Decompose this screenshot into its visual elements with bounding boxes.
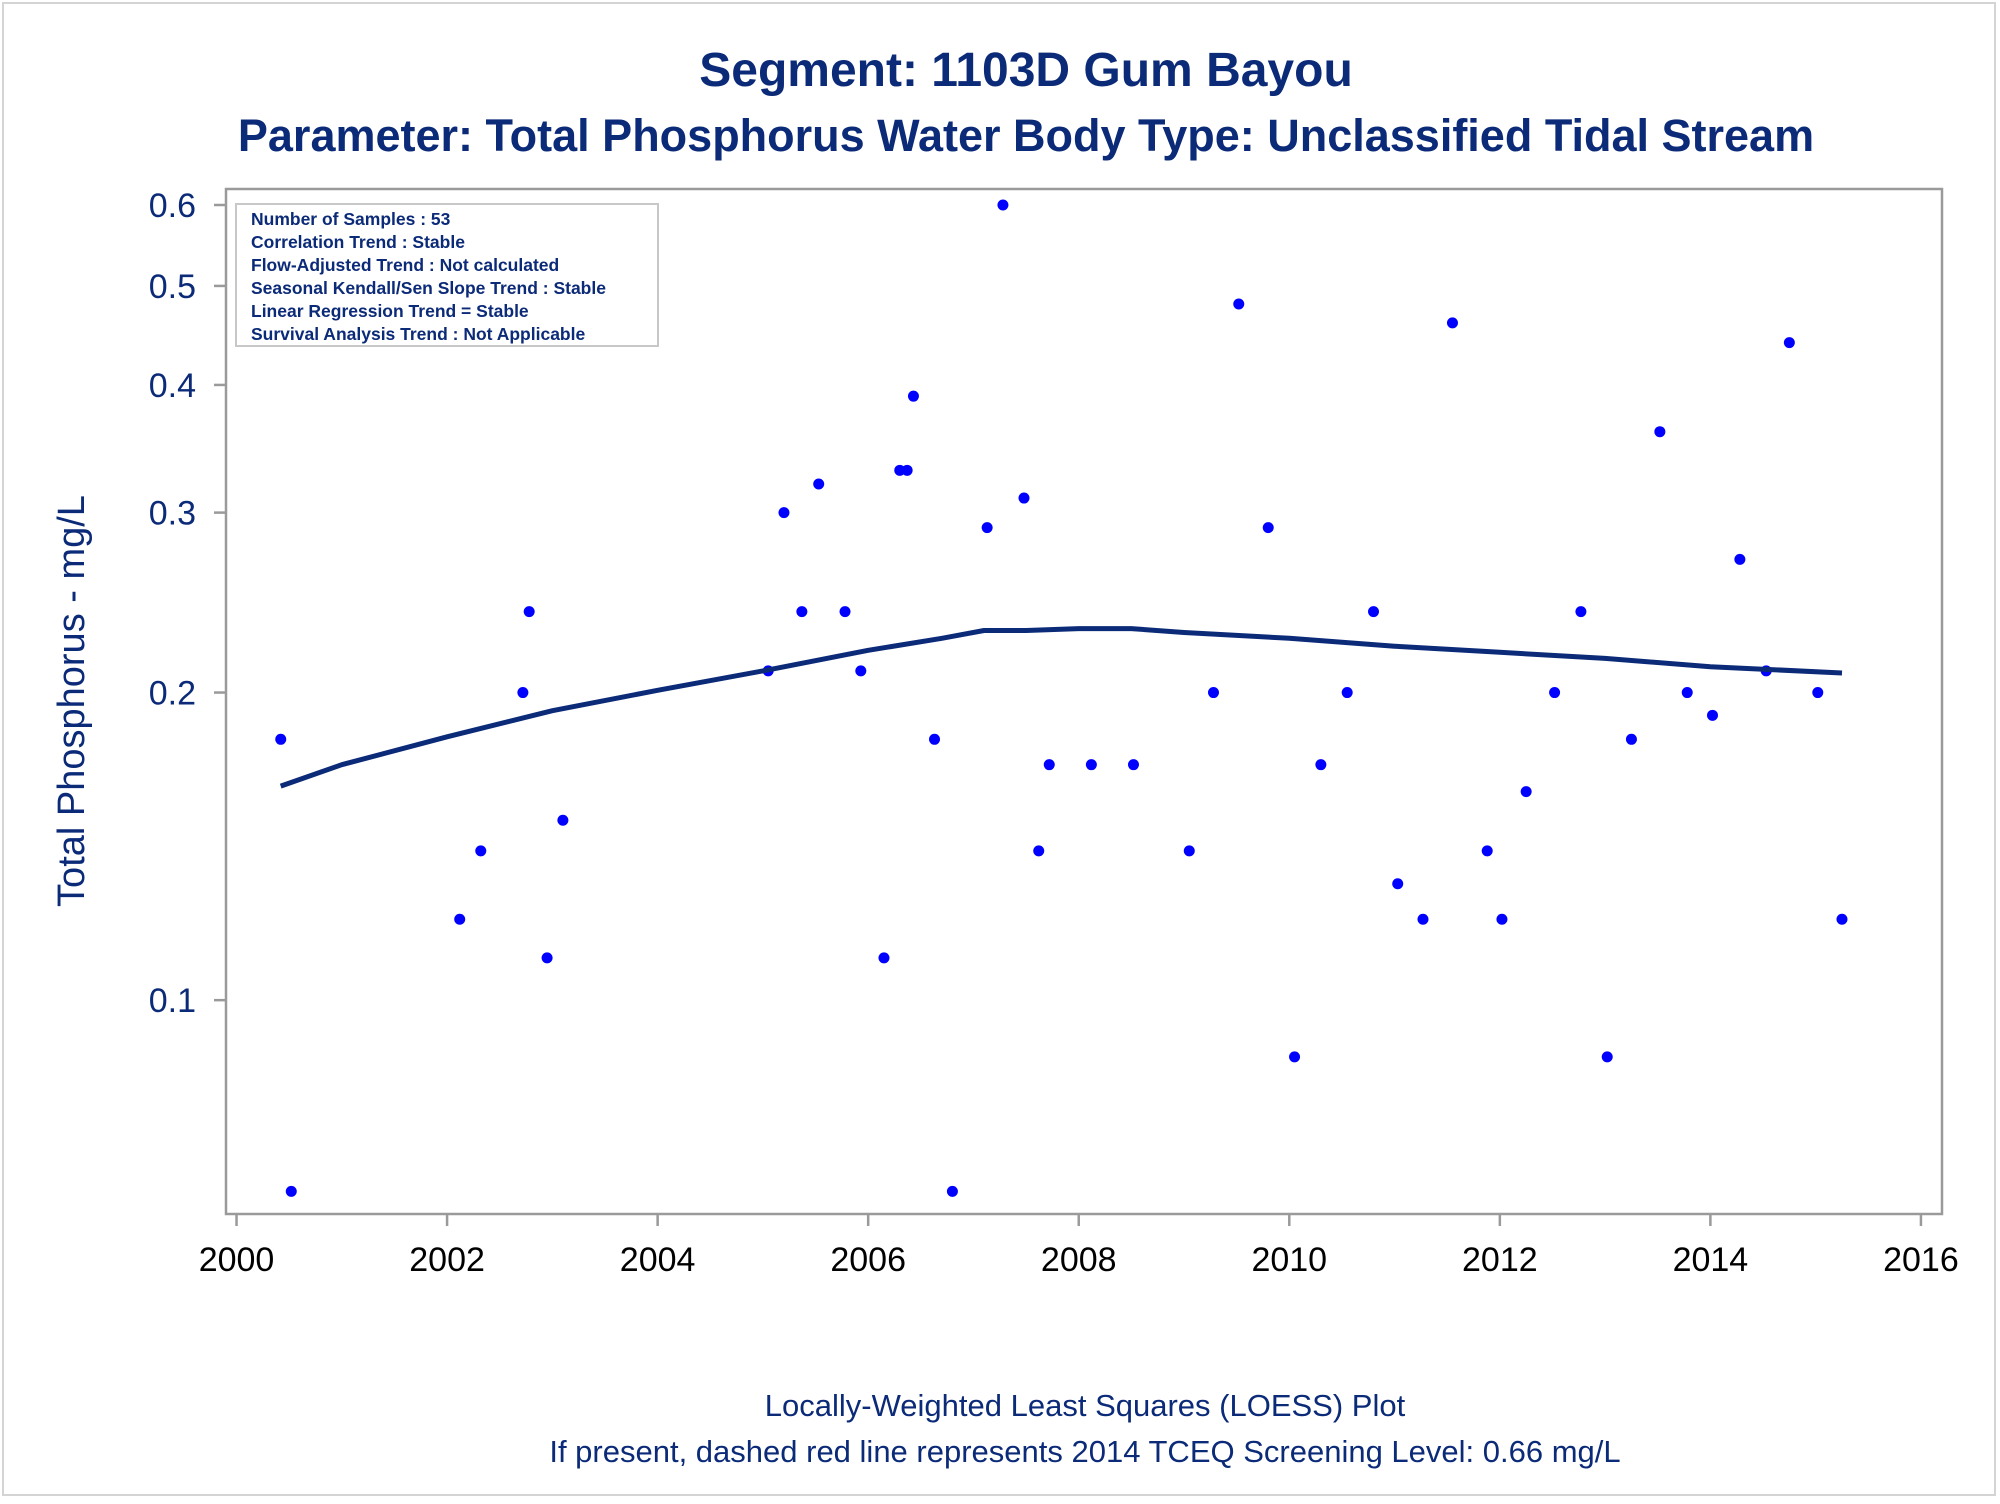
data-point	[1812, 687, 1824, 699]
stats-box: Number of Samples : 53 Correlation Trend…	[235, 203, 659, 347]
data-point	[1033, 845, 1045, 857]
data-point	[1706, 709, 1718, 721]
y-tick-label: 0.3	[149, 495, 196, 533]
y-tick-label: 0.6	[149, 187, 196, 225]
data-point	[1481, 845, 1493, 857]
y-tick-label: 0.5	[149, 268, 196, 306]
data-point	[839, 606, 851, 618]
x-tick-label: 2004	[620, 1241, 696, 1279]
data-point	[1127, 759, 1139, 771]
data-point	[1392, 878, 1404, 890]
data-point	[454, 913, 466, 925]
data-point	[475, 845, 487, 857]
footnote-screening-level: If present, dashed red line represents 2…	[549, 1434, 1620, 1469]
x-tick-label: 2016	[1883, 1241, 1959, 1279]
data-point	[1315, 759, 1327, 771]
y-tick-label: 0.2	[149, 675, 196, 713]
data-point	[1446, 317, 1458, 329]
data-point	[1654, 426, 1666, 438]
data-point	[878, 952, 890, 964]
data-point	[541, 952, 553, 964]
data-point	[929, 733, 941, 745]
data-point	[285, 1185, 297, 1197]
plot-area	[224, 187, 1944, 1216]
data-point	[1341, 687, 1353, 699]
data-point	[907, 390, 919, 402]
stats-box-border	[235, 203, 659, 347]
data-point	[523, 606, 535, 618]
data-point	[1783, 337, 1795, 349]
data-point	[557, 814, 569, 826]
data-point	[1085, 759, 1097, 771]
data-point	[1233, 298, 1245, 310]
x-tick-label: 2006	[830, 1241, 906, 1279]
data-point	[778, 507, 790, 519]
data-point	[1575, 606, 1587, 618]
x-tick-label: 2000	[199, 1241, 275, 1279]
data-point	[997, 199, 1009, 211]
chart-svg: Segment: 1103D Gum Bayou Parameter: Tota…	[51, 44, 1959, 1469]
stats-line: Correlation Trend : Stable	[251, 232, 465, 252]
data-point	[1207, 687, 1219, 699]
data-point	[796, 606, 808, 618]
stats-line: Seasonal Kendall/Sen Slope Trend : Stabl…	[251, 278, 606, 298]
data-point	[1520, 786, 1532, 798]
x-tick-label: 2010	[1251, 1241, 1327, 1279]
stats-line: Survival Analysis Trend : Not Applicable	[251, 324, 585, 344]
data-point	[1625, 733, 1637, 745]
data-point	[1496, 913, 1508, 925]
x-tick-label: 2008	[1041, 1241, 1117, 1279]
y-tick-label: 0.1	[149, 982, 196, 1020]
data-point	[1289, 1051, 1301, 1063]
stats-line: Flow-Adjusted Trend : Not calculated	[251, 255, 559, 275]
chart-subtitle: Parameter: Total Phosphorus Water Body T…	[238, 110, 1814, 161]
data-point	[1734, 553, 1746, 565]
stats-line: Linear Regression Trend = Stable	[251, 301, 529, 321]
y-axis-label: Total Phosphorus - mg/L	[51, 495, 93, 907]
data-point	[1417, 913, 1429, 925]
data-point	[1368, 606, 1380, 618]
footnote-loess: Locally-Weighted Least Squares (LOESS) P…	[765, 1388, 1406, 1423]
data-point	[1549, 687, 1561, 699]
data-point	[1043, 759, 1055, 771]
data-point	[517, 687, 529, 699]
y-tick-label: 0.4	[149, 367, 196, 405]
x-axis: 2000 2002 2004 2006 2008 2010 2012 2014 2016	[199, 1214, 1959, 1279]
y-axis: 0.1 0.2 0.3 0.4 0.5 0.6	[149, 187, 226, 1020]
data-point	[813, 478, 825, 490]
x-tick-label: 2002	[409, 1241, 485, 1279]
data-point	[1183, 845, 1195, 857]
data-point	[1681, 687, 1693, 699]
data-point	[1018, 492, 1030, 504]
stats-line: Number of Samples : 53	[251, 209, 451, 229]
data-point	[1836, 913, 1848, 925]
chart-title: Segment: 1103D Gum Bayou	[699, 44, 1353, 97]
data-point	[946, 1185, 958, 1197]
data-point	[855, 665, 867, 677]
x-tick-label: 2014	[1673, 1241, 1749, 1279]
loess-line	[279, 626, 1843, 789]
data-point	[275, 733, 287, 745]
data-point	[1601, 1051, 1613, 1063]
data-point	[981, 522, 993, 534]
data-point	[1262, 522, 1274, 534]
x-tick-label: 2012	[1462, 1241, 1538, 1279]
data-point	[901, 464, 913, 476]
series-layer	[275, 199, 1848, 1197]
